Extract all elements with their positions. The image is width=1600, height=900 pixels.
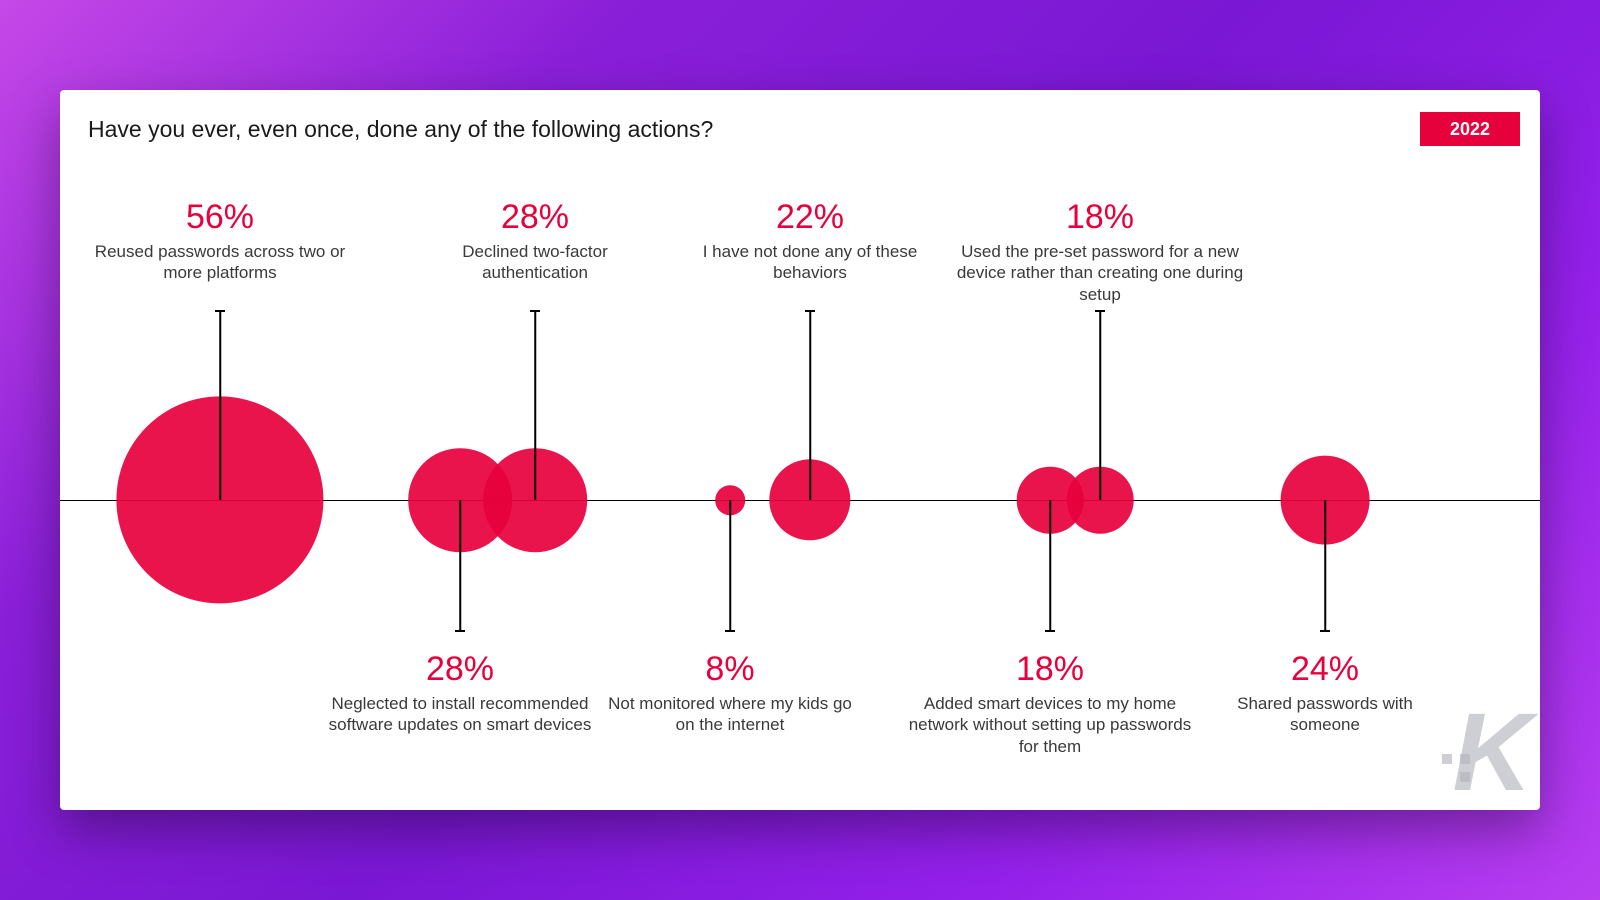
description: Added smart devices to my home network w… (905, 693, 1195, 757)
stem (1324, 500, 1326, 630)
percent-value: 24% (1225, 650, 1425, 689)
data-label: 18% Used the pre-set password for a new d… (950, 198, 1250, 305)
data-label: 28% Declined two-factor authentication (420, 198, 650, 284)
stem-cap (1320, 630, 1330, 632)
percent-value: 18% (905, 650, 1195, 689)
stem (1049, 500, 1051, 630)
gradient-background: Have you ever, even once, done any of th… (0, 0, 1600, 900)
data-label: 24% Shared passwords with someone (1225, 650, 1425, 736)
stem (729, 500, 731, 630)
data-label: 56% Reused passwords across two or more p… (90, 198, 350, 284)
percent-value: 18% (950, 198, 1250, 237)
stem (459, 500, 461, 630)
stem-cap (455, 630, 465, 632)
stem (809, 310, 811, 500)
percent-value: 8% (605, 650, 855, 689)
infographic-card: Have you ever, even once, done any of th… (60, 90, 1540, 810)
stem-cap (1095, 310, 1105, 312)
percent-value: 56% (90, 198, 350, 237)
stem (219, 310, 221, 500)
description: I have not done any of these behaviors (700, 241, 920, 284)
stem-cap (805, 310, 815, 312)
chart-area: 56% Reused passwords across two or more p… (60, 90, 1540, 810)
stem-cap (530, 310, 540, 312)
description: Reused passwords across two or more plat… (90, 241, 350, 284)
data-label: 18% Added smart devices to my home networ… (905, 650, 1195, 757)
data-label: 22% I have not done any of these behavior… (700, 198, 920, 284)
stem (1099, 310, 1101, 500)
stem-cap (725, 630, 735, 632)
stem-cap (215, 310, 225, 312)
stem (534, 310, 536, 500)
percent-value: 28% (315, 650, 605, 689)
description: Neglected to install recommended softwar… (315, 693, 605, 736)
data-label: 28% Neglected to install recommended soft… (315, 650, 605, 736)
description: Not monitored where my kids go on the in… (605, 693, 855, 736)
data-label: 8% Not monitored where my kids go on the … (605, 650, 855, 736)
stem-cap (1045, 630, 1055, 632)
description: Used the pre-set password for a new devi… (950, 241, 1250, 305)
description: Shared passwords with someone (1225, 693, 1425, 736)
percent-value: 22% (700, 198, 920, 237)
description: Declined two-factor authentication (420, 241, 650, 284)
percent-value: 28% (420, 198, 650, 237)
